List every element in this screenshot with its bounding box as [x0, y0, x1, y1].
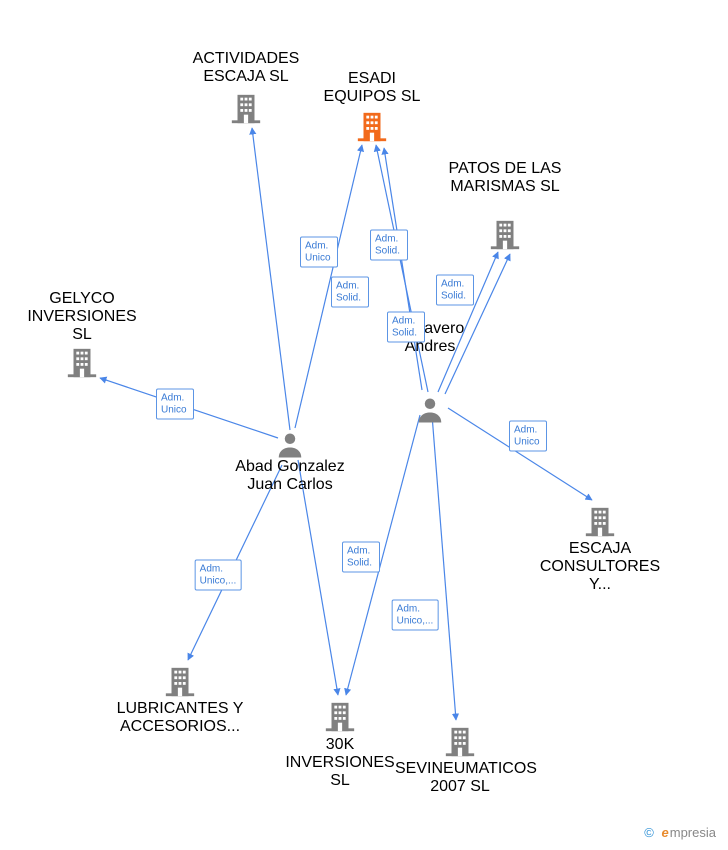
edge-label: Adm. Solid. [342, 542, 380, 573]
node-label: PATOS DE LAS MARISMAS SL [445, 160, 565, 196]
node-patos[interactable] [450, 218, 560, 256]
edge-label: Adm. Unico [156, 389, 194, 420]
node-label: Abad Gonzalez Juan Carlos [225, 458, 355, 494]
node-andres[interactable] [375, 395, 485, 433]
node-label: 30K INVERSIONES SL [275, 736, 405, 790]
node-actividades[interactable] [191, 92, 301, 130]
building-icon [443, 725, 477, 759]
node-30k[interactable] [285, 700, 395, 738]
edge-label: Adm. Unico,... [195, 560, 242, 591]
edge-label: Adm. Solid. [436, 275, 474, 306]
brand-e: e [662, 825, 669, 840]
building-icon [323, 700, 357, 734]
node-label: SEVINEUMATICOS 2007 SL [395, 760, 525, 796]
edge-label: Adm. Solid. [331, 277, 369, 308]
node-label: ESCAJA CONSULTORES Y... [535, 540, 665, 594]
node-label: GELYCO INVERSIONES SL [22, 290, 142, 344]
edge-label: Adm. Solid. [370, 230, 408, 261]
building-icon [488, 218, 522, 252]
building-icon [583, 505, 617, 539]
edge-line [298, 460, 338, 695]
building-icon [163, 665, 197, 699]
edge-label: Adm. Solid. [387, 312, 425, 343]
building-icon [229, 92, 263, 126]
node-label: LUBRICANTES Y ACCESORIOS... [115, 700, 245, 736]
brand-rest: mpresia [670, 825, 716, 840]
node-label: ACTIVIDADES ESCAJA SL [186, 50, 306, 86]
building-icon [355, 110, 389, 144]
node-sevi[interactable] [405, 725, 515, 763]
footer-attribution: © empresia [644, 825, 716, 840]
edge-label: Adm. Unico,... [392, 600, 439, 631]
node-esadi[interactable] [317, 110, 427, 148]
node-gelyco[interactable] [27, 346, 137, 384]
building-icon [65, 346, 99, 380]
node-lubri[interactable] [125, 665, 235, 703]
network-canvas: ACTIVIDADES ESCAJA SL ESADI EQUIPOS SL P… [0, 0, 728, 850]
edge-line [252, 128, 290, 430]
edge-label: Adm. Unico [509, 421, 547, 452]
node-escaja[interactable] [545, 505, 655, 543]
person-icon [413, 395, 447, 429]
node-label: ESADI EQUIPOS SL [312, 70, 432, 106]
copyright-symbol: © [644, 825, 654, 840]
edge-line [432, 415, 456, 720]
edge-label: Adm. Unico [300, 237, 338, 268]
